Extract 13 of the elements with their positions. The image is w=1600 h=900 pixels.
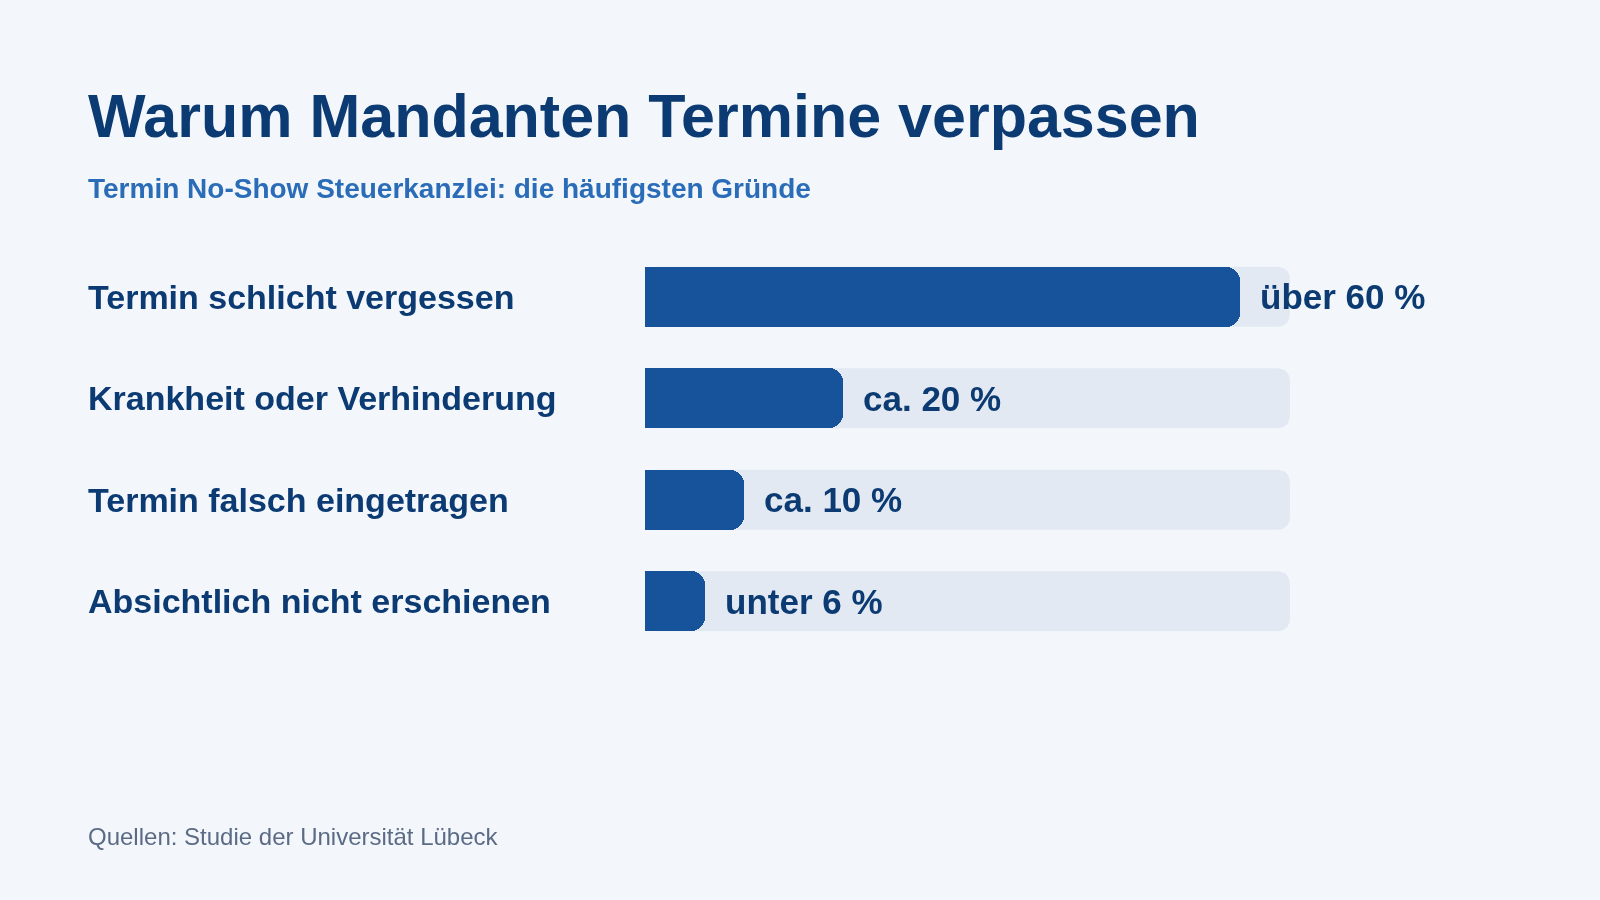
data-label: ca. 10 % <box>764 480 903 519</box>
y-tick-label: Krankheit oder Verhinderung <box>88 379 557 417</box>
data-label: über 60 % <box>1260 277 1426 316</box>
y-tick-label: Termin schlicht vergessen <box>88 278 515 316</box>
y-tick-label: Absichtlich nicht erschienen <box>88 582 551 620</box>
data-label: ca. 20 % <box>863 379 1002 418</box>
y-tick-label: Termin falsch eingetragen <box>88 481 509 519</box>
bar <box>645 470 744 530</box>
bar <box>645 571 705 631</box>
source-note: Quellen: Studie der Universität Lübeck <box>88 823 499 850</box>
chart-title: Warum Mandanten Termine verpassen <box>88 82 1200 150</box>
chart-subtitle: Termin No-Show Steuerkanzlei: die häufigsten Gründe <box>88 173 811 204</box>
data-label: unter 6 % <box>725 582 883 621</box>
